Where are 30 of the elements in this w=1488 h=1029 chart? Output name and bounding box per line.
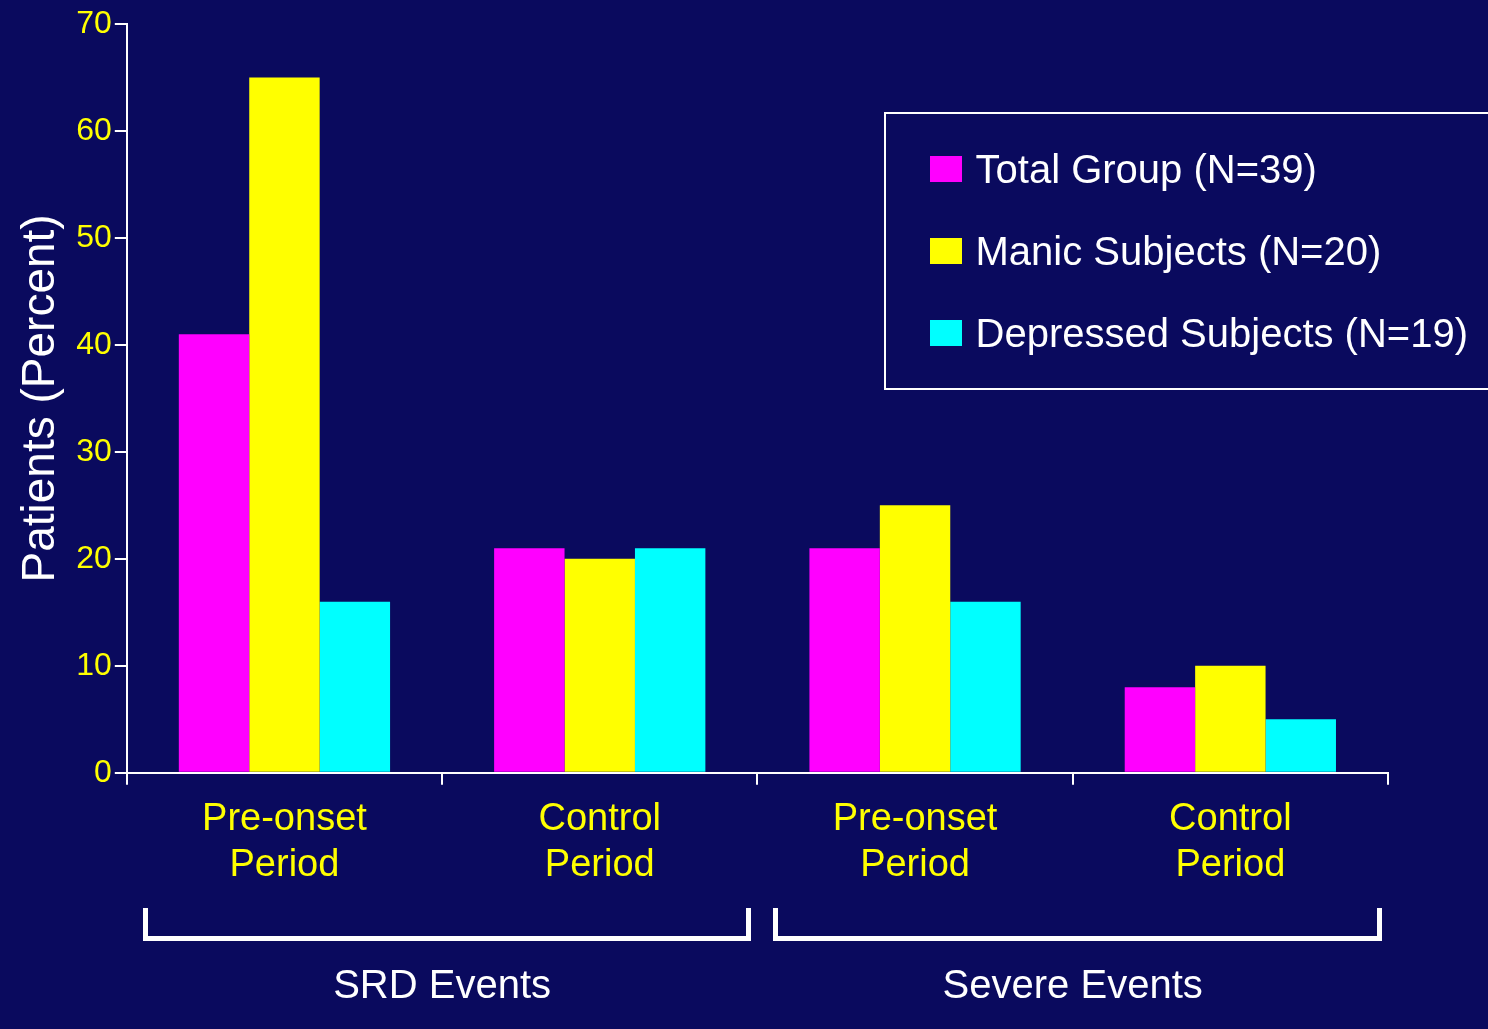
y-tick-label: 40 — [76, 324, 112, 361]
bar — [634, 548, 706, 772]
bar — [319, 601, 391, 772]
bar — [564, 558, 635, 772]
y-tick-label: 50 — [76, 217, 112, 254]
bar — [1265, 719, 1336, 772]
y-tick-label: 0 — [94, 752, 112, 789]
y-tick-label: 10 — [76, 645, 112, 682]
x-tick-label: Control Period — [1169, 796, 1292, 884]
bar — [178, 334, 250, 772]
y-tick-label: 70 — [76, 3, 112, 40]
x-tick-label: Pre-onset Period — [832, 796, 998, 884]
x-tick-label: Control Period — [538, 796, 661, 884]
bar — [249, 77, 320, 772]
bar — [1124, 687, 1196, 772]
bar — [1195, 665, 1266, 772]
y-axis-title: Patients (Percent) — [12, 214, 65, 583]
y-tick-label: 60 — [76, 110, 112, 147]
text: Severe Events — [941, 962, 1204, 1007]
legend-label: Manic Subjects (N=20) — [975, 228, 1382, 274]
bar — [879, 505, 951, 772]
legend-label: Total Group (N=39) — [975, 146, 1317, 192]
y-tick-label: 20 — [76, 538, 112, 575]
x-tick-label: Pre-onset Period — [202, 796, 368, 884]
legend-label: Depressed Subjects (N=19) — [975, 310, 1468, 356]
bar — [809, 548, 880, 772]
bar — [494, 548, 565, 772]
text: SRD Events — [332, 962, 552, 1007]
y-tick-label: 30 — [76, 431, 112, 468]
bar — [950, 601, 1021, 772]
